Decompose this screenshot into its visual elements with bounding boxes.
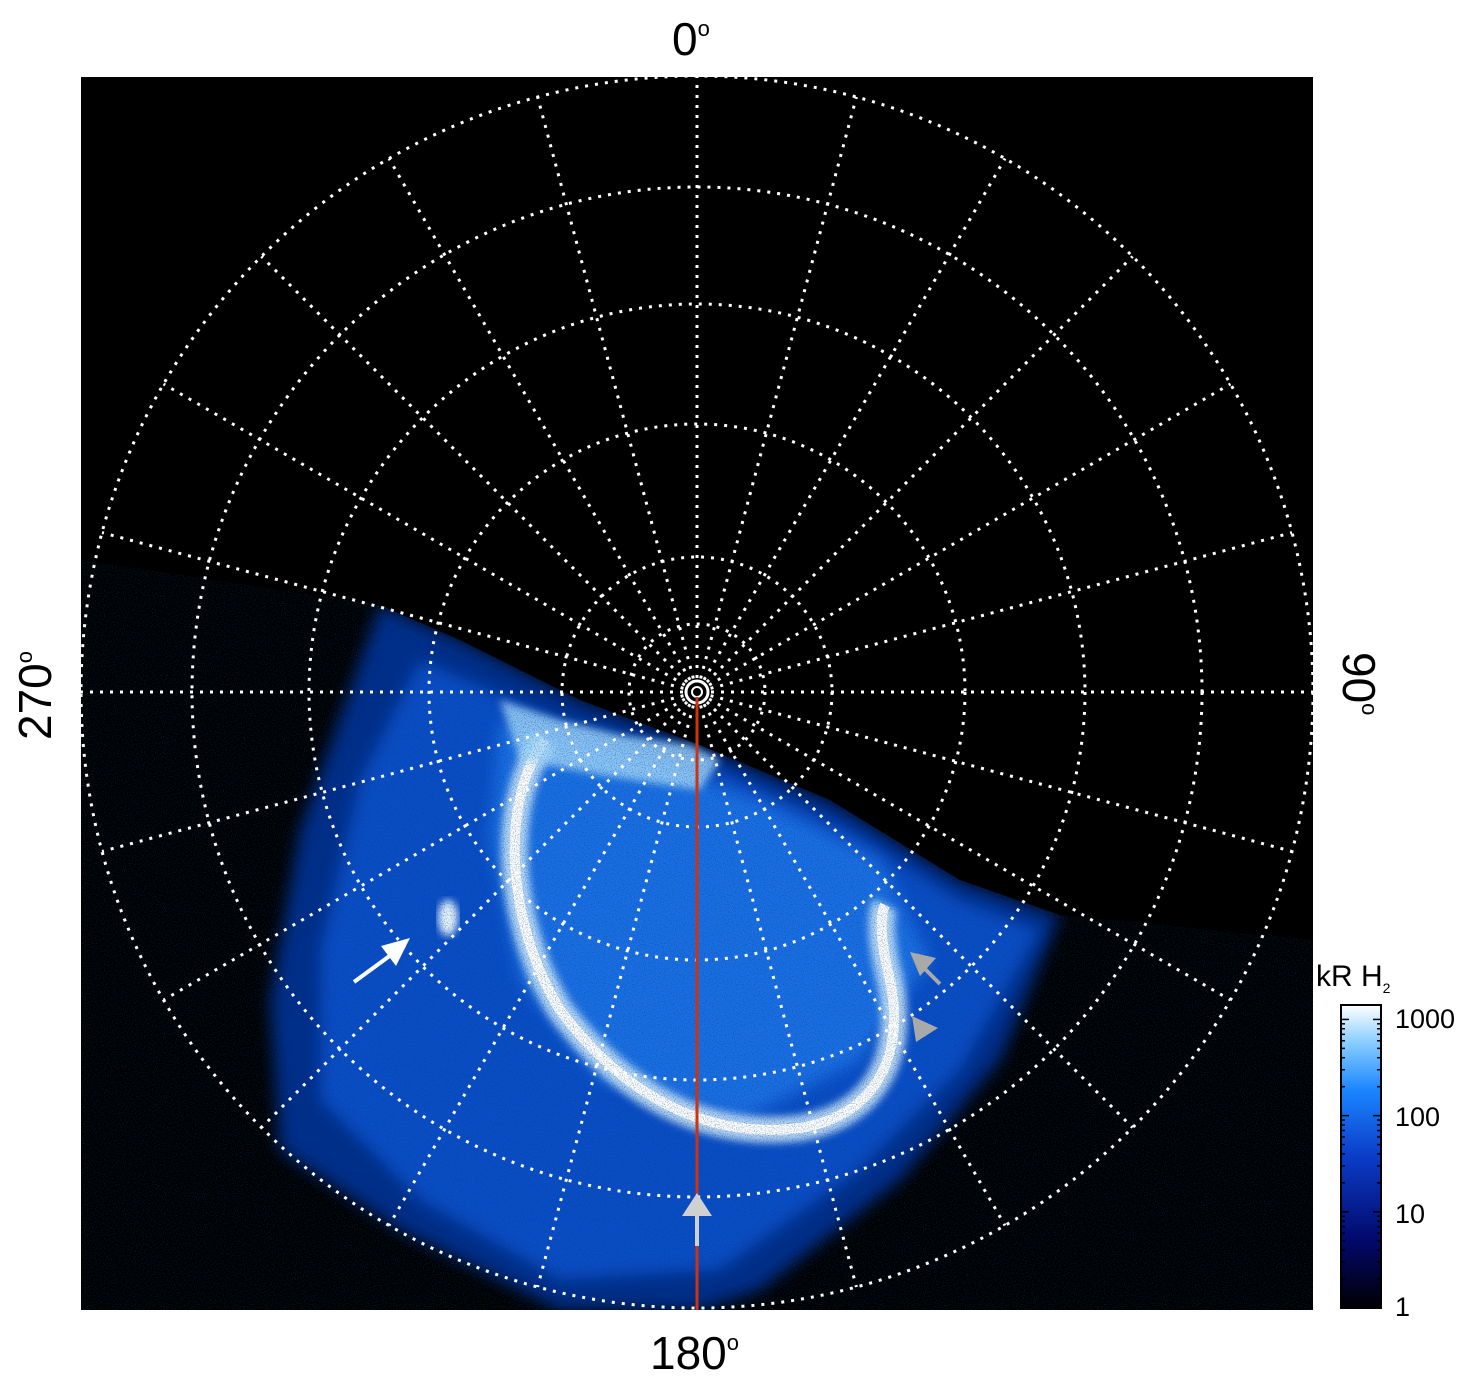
gray-arrow-icon <box>910 952 942 986</box>
colorbar <box>1340 1004 1382 1309</box>
longitude-line <box>710 694 1293 853</box>
angle-label-left: 270o <box>9 651 61 740</box>
colorbar-ticks <box>1341 1018 1381 1309</box>
colorbar-title: kR H2 <box>1316 960 1391 996</box>
longitude-line <box>101 694 684 853</box>
longitude-line <box>708 382 1232 687</box>
colorbar-tick-label: 100 <box>1395 1102 1441 1132</box>
longitude-line <box>710 531 1293 690</box>
longitude-line <box>705 255 1134 684</box>
longitude-line <box>162 382 686 687</box>
longitude-line <box>260 255 689 684</box>
longitude-line <box>699 705 858 1288</box>
longitude-line <box>101 531 684 690</box>
longitude-line <box>536 705 695 1288</box>
longitude-line <box>536 96 695 679</box>
longitude-line <box>708 697 1232 1002</box>
colorbar-tick-label: 1 <box>1395 1292 1411 1322</box>
latitude-circle <box>627 622 767 762</box>
colorbar-tick-label: 1000 <box>1395 1004 1456 1034</box>
gray-triangle-icon <box>912 1016 938 1042</box>
angle-label-top: 0o <box>672 13 710 65</box>
polar-grid <box>81 77 1313 1310</box>
longitude-line <box>699 96 858 679</box>
longitude-line <box>702 703 1007 1227</box>
white-arrow-icon <box>352 938 410 984</box>
longitude-line <box>702 157 1007 681</box>
longitude-line <box>260 700 689 1129</box>
longitude-line <box>705 700 1134 1129</box>
colorbar-tick-label: 10 <box>1395 1199 1426 1229</box>
angle-label-right: 90o <box>1333 652 1385 716</box>
angle-label-bottom: 180o <box>650 1327 739 1379</box>
latitude-circle <box>307 302 1087 1082</box>
longitude-line <box>387 703 692 1227</box>
longitude-line <box>387 157 692 681</box>
meridian-triangle-icon <box>682 1193 712 1216</box>
longitude-line <box>162 697 686 1002</box>
